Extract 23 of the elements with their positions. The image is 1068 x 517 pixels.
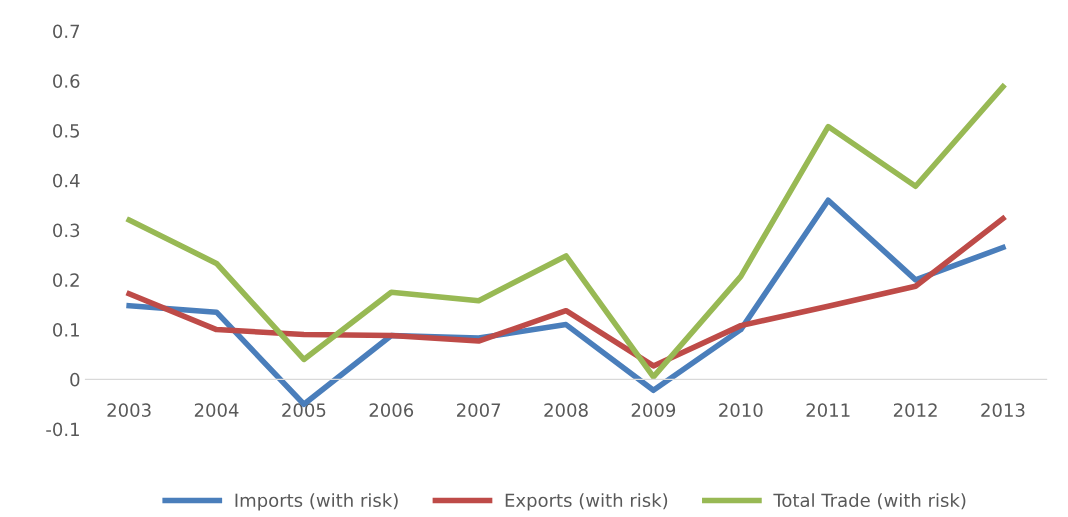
legend-label: Imports (with risk) bbox=[235, 493, 398, 511]
x-tick-label: 2005 bbox=[282, 403, 326, 417]
y-tick-label: 0.5 bbox=[53, 124, 79, 138]
x-tick-label: 2004 bbox=[194, 403, 239, 417]
y-tick-label: 0 bbox=[70, 372, 80, 387]
legend-label: Total Trade (with risk) bbox=[773, 493, 966, 510]
legend-label: Exports (with risk) bbox=[505, 493, 668, 511]
y-tick-label: -0.1 bbox=[46, 422, 79, 437]
y-tick-label: 0.3 bbox=[53, 223, 80, 238]
x-tick-label: 2009 bbox=[631, 403, 676, 417]
y-tick-label: 0.1 bbox=[53, 323, 79, 337]
x-tick-label: 2013 bbox=[981, 403, 1025, 417]
y-tick-label: 0.7 bbox=[53, 24, 80, 39]
x-tick-label: 2007 bbox=[457, 403, 501, 417]
x-tick-label: 2012 bbox=[893, 403, 937, 417]
y-tick-label: 0.6 bbox=[53, 74, 80, 88]
x-tick-label: 2011 bbox=[806, 403, 850, 417]
x-tick-label: 2003 bbox=[107, 403, 151, 417]
x-tick-label: 2006 bbox=[369, 403, 414, 417]
y-tick-label: 0.4 bbox=[53, 173, 80, 188]
y-tick-label: 0.2 bbox=[53, 273, 79, 287]
x-tick-label: 2010 bbox=[719, 403, 763, 417]
x-tick-label: 2008 bbox=[544, 403, 588, 417]
